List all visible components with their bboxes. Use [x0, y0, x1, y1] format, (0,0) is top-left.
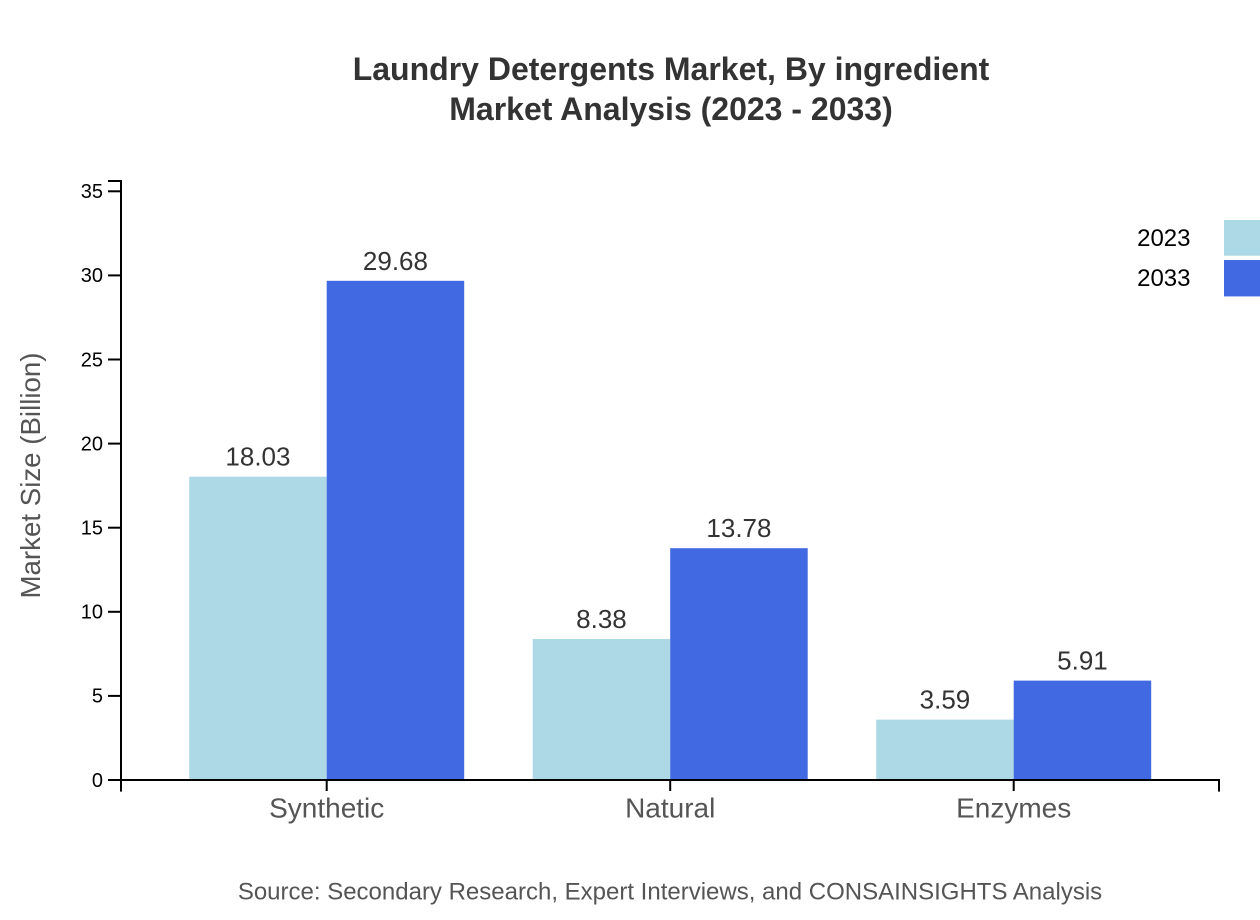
svg-text:20: 20 — [81, 433, 103, 455]
svg-text:2023: 2023 — [1137, 225, 1190, 252]
svg-text:35: 35 — [81, 181, 103, 203]
svg-text:2033: 2033 — [1137, 265, 1190, 292]
svg-text:30: 30 — [81, 265, 103, 287]
svg-text:Enzymes: Enzymes — [956, 793, 1071, 824]
svg-text:15: 15 — [81, 518, 103, 540]
svg-text:Natural: Natural — [625, 793, 715, 824]
svg-text:3.59: 3.59 — [920, 685, 971, 715]
svg-text:5.91: 5.91 — [1057, 646, 1108, 676]
svg-text:Market Size (Billion): Market Size (Billion) — [15, 353, 46, 599]
svg-text:13.78: 13.78 — [706, 513, 771, 543]
svg-text:0: 0 — [92, 770, 103, 792]
svg-text:29.68: 29.68 — [363, 246, 428, 276]
svg-text:18.03: 18.03 — [225, 442, 290, 472]
svg-text:Synthetic: Synthetic — [269, 793, 384, 824]
svg-text:Source: Secondary Research, Ex: Source: Secondary Research, Expert Inter… — [238, 878, 1102, 905]
svg-text:Market Analysis (2023 - 2033): Market Analysis (2023 - 2033) — [449, 91, 893, 127]
svg-text:8.38: 8.38 — [576, 604, 627, 634]
svg-text:5: 5 — [92, 686, 103, 708]
svg-text:25: 25 — [81, 349, 103, 371]
svg-text:Laundry Detergents Market, By: Laundry Detergents Market, By ingredient — [353, 51, 990, 87]
svg-text:10: 10 — [81, 602, 103, 624]
